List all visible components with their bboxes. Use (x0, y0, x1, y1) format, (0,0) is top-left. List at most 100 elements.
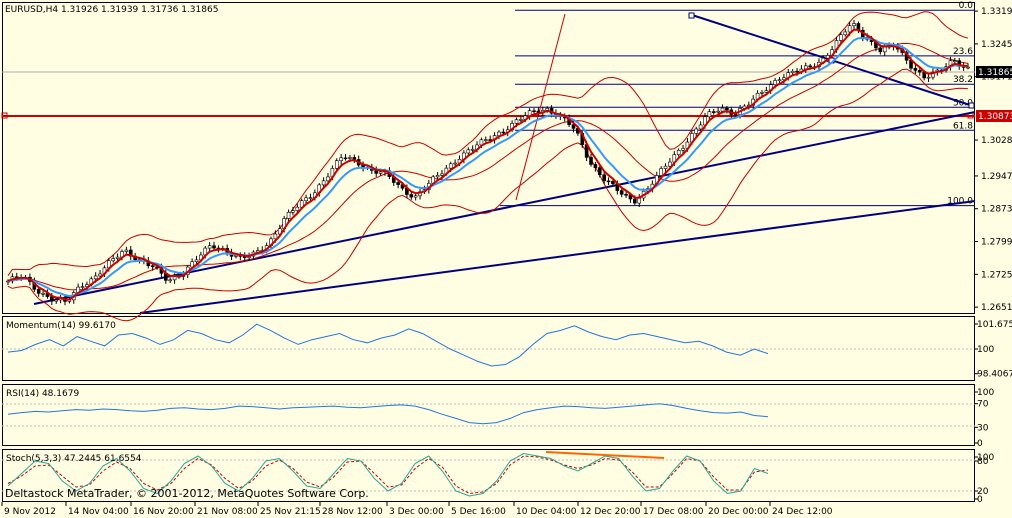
candle-body (839, 34, 843, 41)
candle-body (619, 190, 624, 195)
fibo-trendline[interactable] (515, 13, 566, 201)
rsi-title: RSI(14) 48.1679 (6, 389, 79, 399)
candle-body (668, 161, 672, 167)
indicator-tick-label: 0 (977, 439, 983, 449)
time-tick-label: 5 Dec 16:00 (451, 507, 506, 517)
moving-averages (7, 28, 969, 301)
indicator-tick-label: 98.4067 (977, 370, 1012, 380)
rsi-panel[interactable] (2, 384, 975, 446)
candle-body (611, 180, 615, 185)
indicator-tick-label: 100 (977, 388, 994, 398)
price-tick-label: 1.30280 (981, 136, 1012, 146)
candle-body (98, 273, 102, 277)
trendline-handle[interactable] (968, 102, 975, 109)
chart-title: EURUSD,H4 1.31926 1.31939 1.31736 1.3186… (5, 5, 218, 15)
stoch-main-line (7, 452, 769, 497)
current-price-label: 1.31865 (978, 68, 1012, 78)
indicator-tick-label: 20 (977, 487, 989, 497)
candle-body (54, 299, 59, 302)
candle-body (633, 198, 637, 204)
candle-body (440, 173, 444, 176)
price-tick-label: 1.28730 (981, 205, 1012, 215)
price-axis: 1.331901.324501.317101.302801.294701.287… (974, 7, 1012, 313)
candle-body (168, 279, 172, 282)
fibo-level-label: 61.8 (953, 121, 973, 131)
candle-body (234, 255, 238, 257)
momentum-line (7, 323, 769, 367)
candle-body (124, 249, 129, 252)
candle-body (725, 107, 729, 111)
candle-body (343, 157, 348, 160)
candle-body (571, 124, 576, 129)
hline-handle-left[interactable] (1, 112, 8, 119)
indicator-tick-label: 70 (977, 400, 989, 410)
candle-body (676, 149, 681, 155)
candle-body (36, 289, 41, 294)
candle-body (694, 128, 699, 134)
hline-price-label: 1.30873 (978, 112, 1012, 122)
price-tick-label: 1.27990 (981, 238, 1012, 248)
candle-body (843, 31, 848, 36)
indicator-tick-label: 80 (977, 457, 989, 467)
time-tick-label: 10 Dec 04:00 (516, 507, 577, 517)
bollinger-middle (7, 42, 969, 291)
momentum-title: Momentum(14) 99.6170 (6, 321, 116, 331)
stoch-panel[interactable] (2, 449, 975, 502)
candle-body (273, 233, 278, 240)
fibo-level-label: 23.6 (953, 47, 973, 57)
bollinger-bands (7, 11, 969, 322)
candle-body (716, 110, 720, 113)
candle-body (295, 206, 300, 211)
candle-body (847, 25, 852, 33)
indicator-tick-label: 0 (977, 495, 983, 505)
candle-body (659, 168, 663, 176)
candle-body (519, 119, 523, 121)
candle-body (277, 228, 282, 235)
candle-body (150, 265, 155, 268)
main-panel[interactable] (2, 2, 975, 314)
trendline-support-upper[interactable] (33, 111, 976, 305)
candle-body (624, 193, 628, 196)
candle-body (773, 80, 777, 85)
hline-price-box: 1.30873 (976, 110, 1012, 122)
time-tick-label: 25 Nov 21:15 (260, 507, 321, 517)
time-tick-label: 20 Dec 00:00 (708, 507, 769, 517)
candle-body (966, 66, 970, 69)
candle-body (790, 70, 795, 73)
candle-body (637, 197, 642, 204)
price-tick-label: 1.26510 (981, 303, 1012, 313)
rsi-line (7, 403, 769, 425)
candle-body (663, 165, 668, 169)
candle-body (953, 60, 957, 62)
indicator-tick-label: 100 (977, 345, 994, 355)
fibo-level-label: 100.0 (947, 197, 973, 207)
candle-body (878, 47, 883, 53)
candle-body (378, 171, 383, 174)
candle-body (348, 157, 352, 159)
indicator-tick-label: 100 (977, 453, 994, 463)
copyright-text: Deltastock MetaTrader, © 2001-2012, Meta… (5, 487, 369, 500)
candle-body (453, 162, 457, 165)
divergence-line[interactable] (545, 451, 665, 459)
candle-body (532, 110, 536, 113)
candle-body (291, 210, 295, 213)
momentum-panel[interactable] (2, 316, 975, 381)
time-tick-label: 16 Nov 20:00 (133, 507, 194, 517)
price-tick-label: 1.27250 (981, 270, 1012, 280)
stoch-title: Stoch(5,3,3) 47.2445 61.6554 (6, 454, 142, 464)
candle-body (926, 76, 931, 79)
trendline-support-lower[interactable] (139, 200, 976, 314)
bollinger-lower (7, 68, 969, 322)
candle-body (597, 167, 602, 176)
candle-body (484, 139, 488, 141)
candle-body (41, 293, 45, 295)
stoch-signal-line (7, 455, 769, 495)
candle-body (80, 286, 85, 288)
candle-body (326, 176, 330, 182)
candle-body (93, 275, 98, 280)
trendline-handle[interactable] (688, 12, 695, 19)
candle-body (852, 23, 856, 26)
